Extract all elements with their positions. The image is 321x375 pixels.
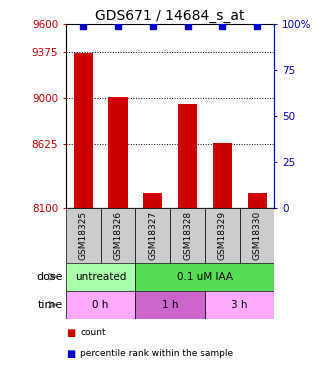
Point: [255, 23, 260, 29]
Text: 0.1 uM IAA: 0.1 uM IAA: [177, 272, 233, 282]
Bar: [66, 208, 100, 262]
Text: GSM18327: GSM18327: [148, 211, 157, 260]
Bar: [108, 97, 127, 208]
Bar: [143, 194, 162, 208]
Bar: [170, 208, 205, 262]
Text: time: time: [37, 300, 63, 310]
Text: 3 h: 3 h: [231, 300, 248, 310]
Bar: [240, 208, 274, 262]
Text: dose: dose: [36, 272, 63, 282]
Text: ■: ■: [66, 349, 75, 359]
Text: untreated: untreated: [75, 272, 126, 282]
Text: GSM18330: GSM18330: [253, 211, 262, 260]
Text: GSM18325: GSM18325: [79, 211, 88, 260]
Point: [115, 23, 120, 29]
Title: GDS671 / 14684_s_at: GDS671 / 14684_s_at: [95, 9, 245, 23]
Bar: [205, 208, 240, 262]
Bar: [135, 262, 274, 291]
Point: [185, 23, 190, 29]
Text: GSM18326: GSM18326: [113, 211, 123, 260]
Text: count: count: [80, 328, 106, 337]
Text: ■: ■: [66, 328, 75, 338]
Bar: [213, 143, 232, 208]
Text: GSM18328: GSM18328: [183, 211, 192, 260]
Bar: [135, 208, 170, 262]
Bar: [205, 291, 274, 319]
Bar: [100, 208, 135, 262]
Point: [220, 23, 225, 29]
Bar: [66, 262, 135, 291]
Bar: [66, 291, 135, 319]
Bar: [178, 104, 197, 208]
Point: [150, 23, 155, 29]
Text: percentile rank within the sample: percentile rank within the sample: [80, 349, 233, 358]
Text: 1 h: 1 h: [162, 300, 178, 310]
Bar: [135, 291, 205, 319]
Bar: [247, 194, 267, 208]
Bar: [74, 53, 93, 208]
Text: GSM18329: GSM18329: [218, 211, 227, 260]
Text: 0 h: 0 h: [92, 300, 109, 310]
Point: [81, 23, 86, 29]
